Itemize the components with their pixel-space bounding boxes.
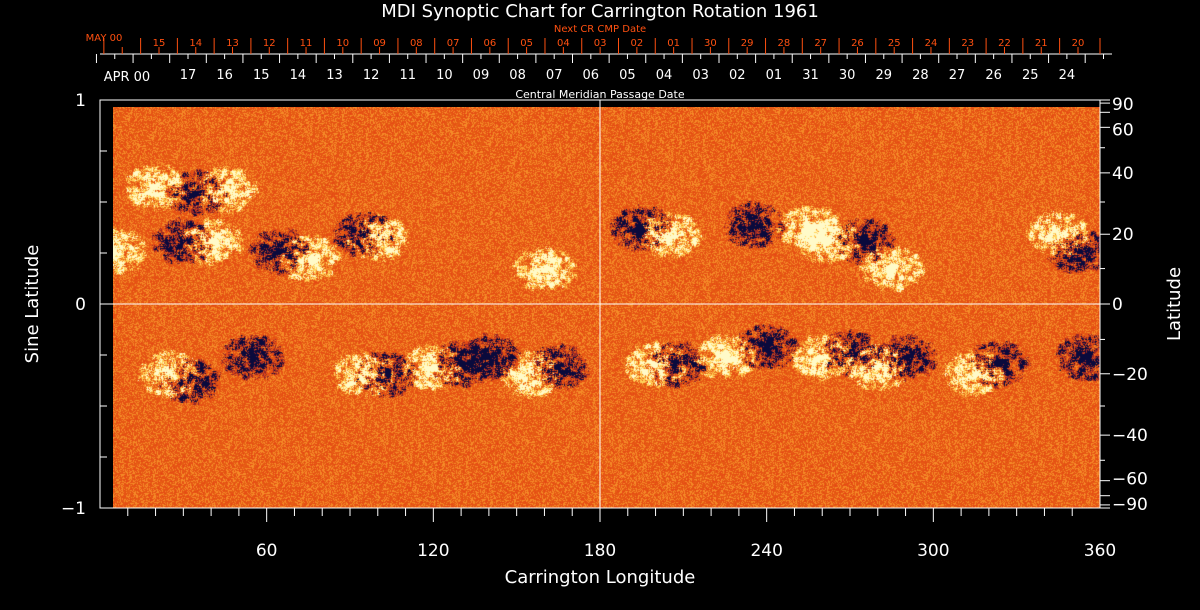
y-tick-label: 1 — [75, 91, 86, 111]
y2-axis-label: Latitude — [1164, 267, 1185, 341]
cmp-date-label: 28 — [912, 68, 929, 83]
cmp-date-label: 31 — [802, 68, 819, 83]
next-date-label: 28 — [778, 38, 791, 49]
cmp-date-label: 11 — [399, 68, 416, 83]
next-date-label: 23 — [961, 38, 974, 49]
lat-tick-label: −40 — [1112, 426, 1148, 446]
cmp-date-label: 05 — [619, 68, 636, 83]
cmp-date-label: 15 — [253, 68, 270, 83]
lat-tick-label: 20 — [1112, 225, 1134, 245]
magnetogram-image — [113, 107, 1100, 508]
next-date-label: 21 — [1035, 38, 1048, 49]
lat-tick-label: 40 — [1112, 164, 1134, 184]
cmp-date-label: 01 — [766, 68, 783, 83]
next-date-label: 14 — [189, 38, 202, 49]
cmp-month-label: APR 00 — [104, 70, 150, 85]
cmp-date-label: 06 — [583, 68, 600, 83]
cmp-date-label: 26 — [985, 68, 1002, 83]
chart-title: MDI Synoptic Chart for Carrington Rotati… — [381, 1, 819, 22]
next-date-label: 03 — [594, 38, 607, 49]
next-date-label: 22 — [998, 38, 1011, 49]
cmp-date-label: 08 — [509, 68, 526, 83]
lat-tick-label: −90 — [1112, 495, 1148, 515]
cmp-date-label: 02 — [729, 68, 746, 83]
cmp-date-label: 13 — [326, 68, 343, 83]
y-tick-label: −1 — [61, 499, 86, 519]
next-date-label: 20 — [1072, 38, 1085, 49]
x-tick-label: 120 — [417, 541, 449, 561]
cmp-axis-label: Central Meridian Passage Date — [515, 88, 684, 101]
next-date-label: 15 — [153, 38, 166, 49]
cmp-date-label: 17 — [180, 68, 197, 83]
next-date-label: 01 — [667, 38, 680, 49]
cmp-date-label: 14 — [290, 68, 307, 83]
cmp-date-label: 09 — [473, 68, 490, 83]
next-date-label: 25 — [888, 38, 901, 49]
next-date-label: 27 — [814, 38, 827, 49]
next-date-label: 06 — [483, 38, 496, 49]
next-date-label: 04 — [557, 38, 570, 49]
lat-tick-label: −20 — [1112, 365, 1148, 385]
x-axis-label: Carrington Longitude — [505, 567, 696, 588]
lat-tick-label: 0 — [1112, 295, 1123, 315]
x-tick-label: 60 — [256, 541, 278, 561]
lat-tick-label: 90 — [1112, 95, 1134, 115]
next-date-label: 24 — [925, 38, 938, 49]
next-date-label: 02 — [631, 38, 644, 49]
cmp-date-label: 04 — [656, 68, 673, 83]
cmp-date-label: 03 — [692, 68, 709, 83]
cmp-date-label: 07 — [546, 68, 563, 83]
next-date-label: 07 — [447, 38, 460, 49]
cmp-date-label: 25 — [1022, 68, 1039, 83]
next-date-label: 11 — [300, 38, 313, 49]
next-date-label: 13 — [226, 38, 239, 49]
x-tick-label: 240 — [750, 541, 782, 561]
next-date-label: 10 — [336, 38, 349, 49]
next-date-label: 26 — [851, 38, 864, 49]
next-date-label: 09 — [373, 38, 386, 49]
cmp-date-label: 10 — [436, 68, 453, 83]
next-cmp-axis-label: Next CR CMP Date — [554, 24, 646, 35]
lat-tick-label: 60 — [1112, 120, 1134, 140]
next-date-label: 30 — [704, 38, 717, 49]
x-tick-label: 360 — [1084, 541, 1116, 561]
lat-tick-label: −60 — [1112, 470, 1148, 490]
x-tick-label: 180 — [584, 541, 616, 561]
next-date-label: 05 — [520, 38, 533, 49]
cmp-date-label: 27 — [949, 68, 966, 83]
next-date-label: 12 — [263, 38, 276, 49]
cmp-date-label: 12 — [363, 68, 380, 83]
y-axis-label: Sine Latitude — [22, 245, 43, 364]
next-date-label: 08 — [410, 38, 423, 49]
y-tick-label: 0 — [75, 295, 86, 315]
cmp-date-label: 29 — [876, 68, 893, 83]
next-date-label: 29 — [741, 38, 754, 49]
x-tick-label: 300 — [917, 541, 949, 561]
cmp-date-label: 24 — [1059, 68, 1076, 83]
next-month-label: MAY 00 — [86, 33, 123, 44]
cmp-date-label: 16 — [216, 68, 233, 83]
cmp-date-label: 30 — [839, 68, 856, 83]
